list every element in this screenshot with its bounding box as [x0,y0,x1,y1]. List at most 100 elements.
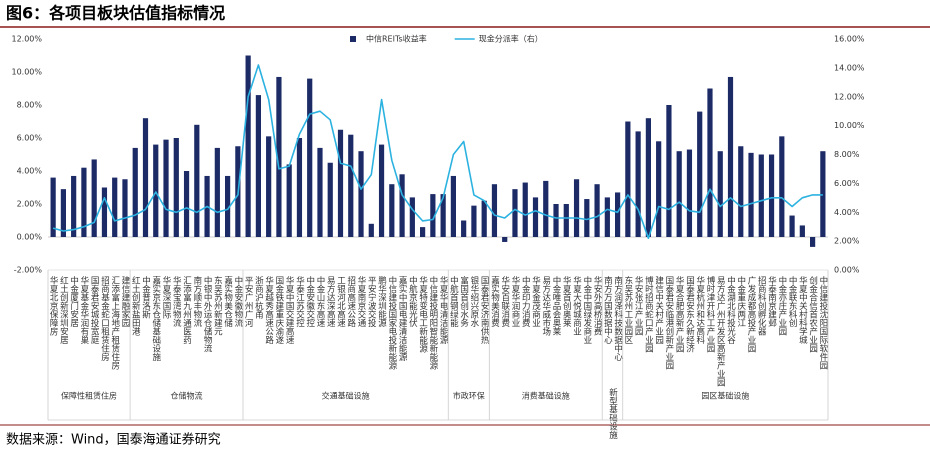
x-tick-label: 华夏合肥高新产业园 [674,275,684,353]
x-tick-label: 中金厦门安居 [69,275,79,328]
x-tick-label: 嘉实中国电建清洁能源 [397,275,407,362]
group-label: 市政环保 [453,391,485,401]
x-tick-label: 易方达华威市场 [541,276,551,336]
bar [810,237,816,247]
bar [153,144,159,237]
x-tick-label: 华安百联消费 [500,275,510,328]
bar [420,227,426,237]
bar [337,129,344,237]
x-tick-label: 汇添富九州通医药 [182,276,192,345]
group-label: 保障性租赁住房 [61,391,117,401]
x-tick-label: 中金重庆两江 [736,275,746,328]
bar [276,76,282,237]
group-label: 交通基础设施 [322,391,370,401]
x-tick-label: 红土创新深圳安居 [58,275,68,345]
bar [255,95,261,237]
chart-title: 图6：各项目板块估值指标情况 [6,4,225,23]
bar [758,154,764,237]
x-tick-label: 博时招商蛇口产业园 [643,275,653,353]
x-tick-label: 中金联东科创 [787,275,797,328]
x-tick-label: 中航首钢绿能 [448,275,458,328]
bar [491,184,498,237]
bar [799,225,805,237]
x-tick-label: 华泰宝湾物流 [171,275,181,328]
bar [50,177,56,237]
bar [430,194,436,237]
x-tick-label: 招商高速公路 [346,275,356,328]
bar [748,152,754,237]
bar [327,162,333,237]
x-tick-label: 国金铁建重庆渝遂 [274,276,284,345]
bar [81,167,87,237]
y-tick-label: 10.00% [11,68,42,77]
bar [697,111,703,237]
x-tick-label: 建信建融家园 [120,275,130,328]
bar [112,177,118,237]
x-tick-label: 华夏金茂商业 [531,275,541,327]
bar [789,215,795,237]
x-tick-label: 华夏华润商业 [510,275,520,327]
bar [183,171,190,237]
x-tick-label: 中金印力消费 [520,275,530,328]
bar [194,124,200,237]
x-tick-label: 国泰君安济南供热 [479,276,489,345]
x-tick-label: 东吴苏州新建元 [212,275,222,336]
y-tick-label: 6.00% [17,134,43,143]
x-tick-label: 平安宁波交投 [366,276,376,328]
legend-label: 中信REITs收益率 [366,34,427,44]
bar [594,184,600,237]
x-tick-label: 华泰南京建邺 [767,275,777,328]
bar [717,151,723,237]
x-tick-label: 中金中国绿发商业 [582,275,592,344]
bar [60,189,66,237]
bar [522,182,528,237]
bar [286,164,292,237]
bar [553,204,559,237]
bar [266,136,272,237]
x-tick-label: 建信中关村产业园 [654,275,664,345]
x-tick-label: 汇添富上海地产租赁住房 [110,276,120,370]
x-tick-label: 创金合信首农产业园 [808,275,818,353]
y2-tick-label: 2.00% [834,237,860,246]
y2-tick-label: 14.00% [834,63,865,72]
bar [768,154,775,237]
bar [307,78,313,237]
bar [532,197,539,237]
bar [163,139,169,237]
y2-tick-label: 8.00% [834,150,860,159]
y2-tick-label: 16.00% [834,35,865,44]
group-label: 消费基础设施 [522,391,570,401]
x-tick-label: 南方万国数据中心 [602,275,612,344]
bar [317,147,323,237]
x-tick-label: 易方达广州开发区高新产业园 [715,276,725,387]
bar [779,136,785,237]
y2-tick-label: 4.00% [834,208,860,217]
x-tick-label: 南方润泽科技数据中心 [613,275,623,361]
y2-tick-label: 0.00% [834,266,860,275]
bar [615,192,621,237]
bar [132,147,138,237]
x-tick-label: 中金亦庄产业园 [777,275,787,336]
x-tick-label: 中信建投沈阳国际软件园 [818,275,828,370]
x-tick-label: 鹏华深圳能源 [377,275,387,328]
x-tick-label: 嘉实物美消费 [489,275,499,328]
y-tick-label: 8.00% [17,101,43,110]
bar [707,88,713,237]
x-tick-label: 易方达深高速 [325,276,335,328]
bar [625,121,631,237]
bar [738,146,744,237]
x-tick-label: 华夏北京保障房 [48,275,58,336]
x-tick-label: 华安张江产业园 [633,275,643,336]
x-tick-label: 中金山东高速 [315,275,325,328]
bar [142,118,149,237]
bar [686,149,693,237]
group-label: 园区基础设施 [701,391,749,401]
bar [512,189,518,237]
bar [461,220,467,237]
x-tick-label: 中金安徽交控 [305,275,315,328]
bar [173,138,179,237]
x-tick-label: 招商科创孵化器 [756,275,766,336]
x-tick-label: 中金湖北科投光谷 [726,275,736,345]
x-tick-label: 中信建投明阳智能新能源 [428,275,438,370]
y-tick-label: 0.00% [17,233,43,242]
